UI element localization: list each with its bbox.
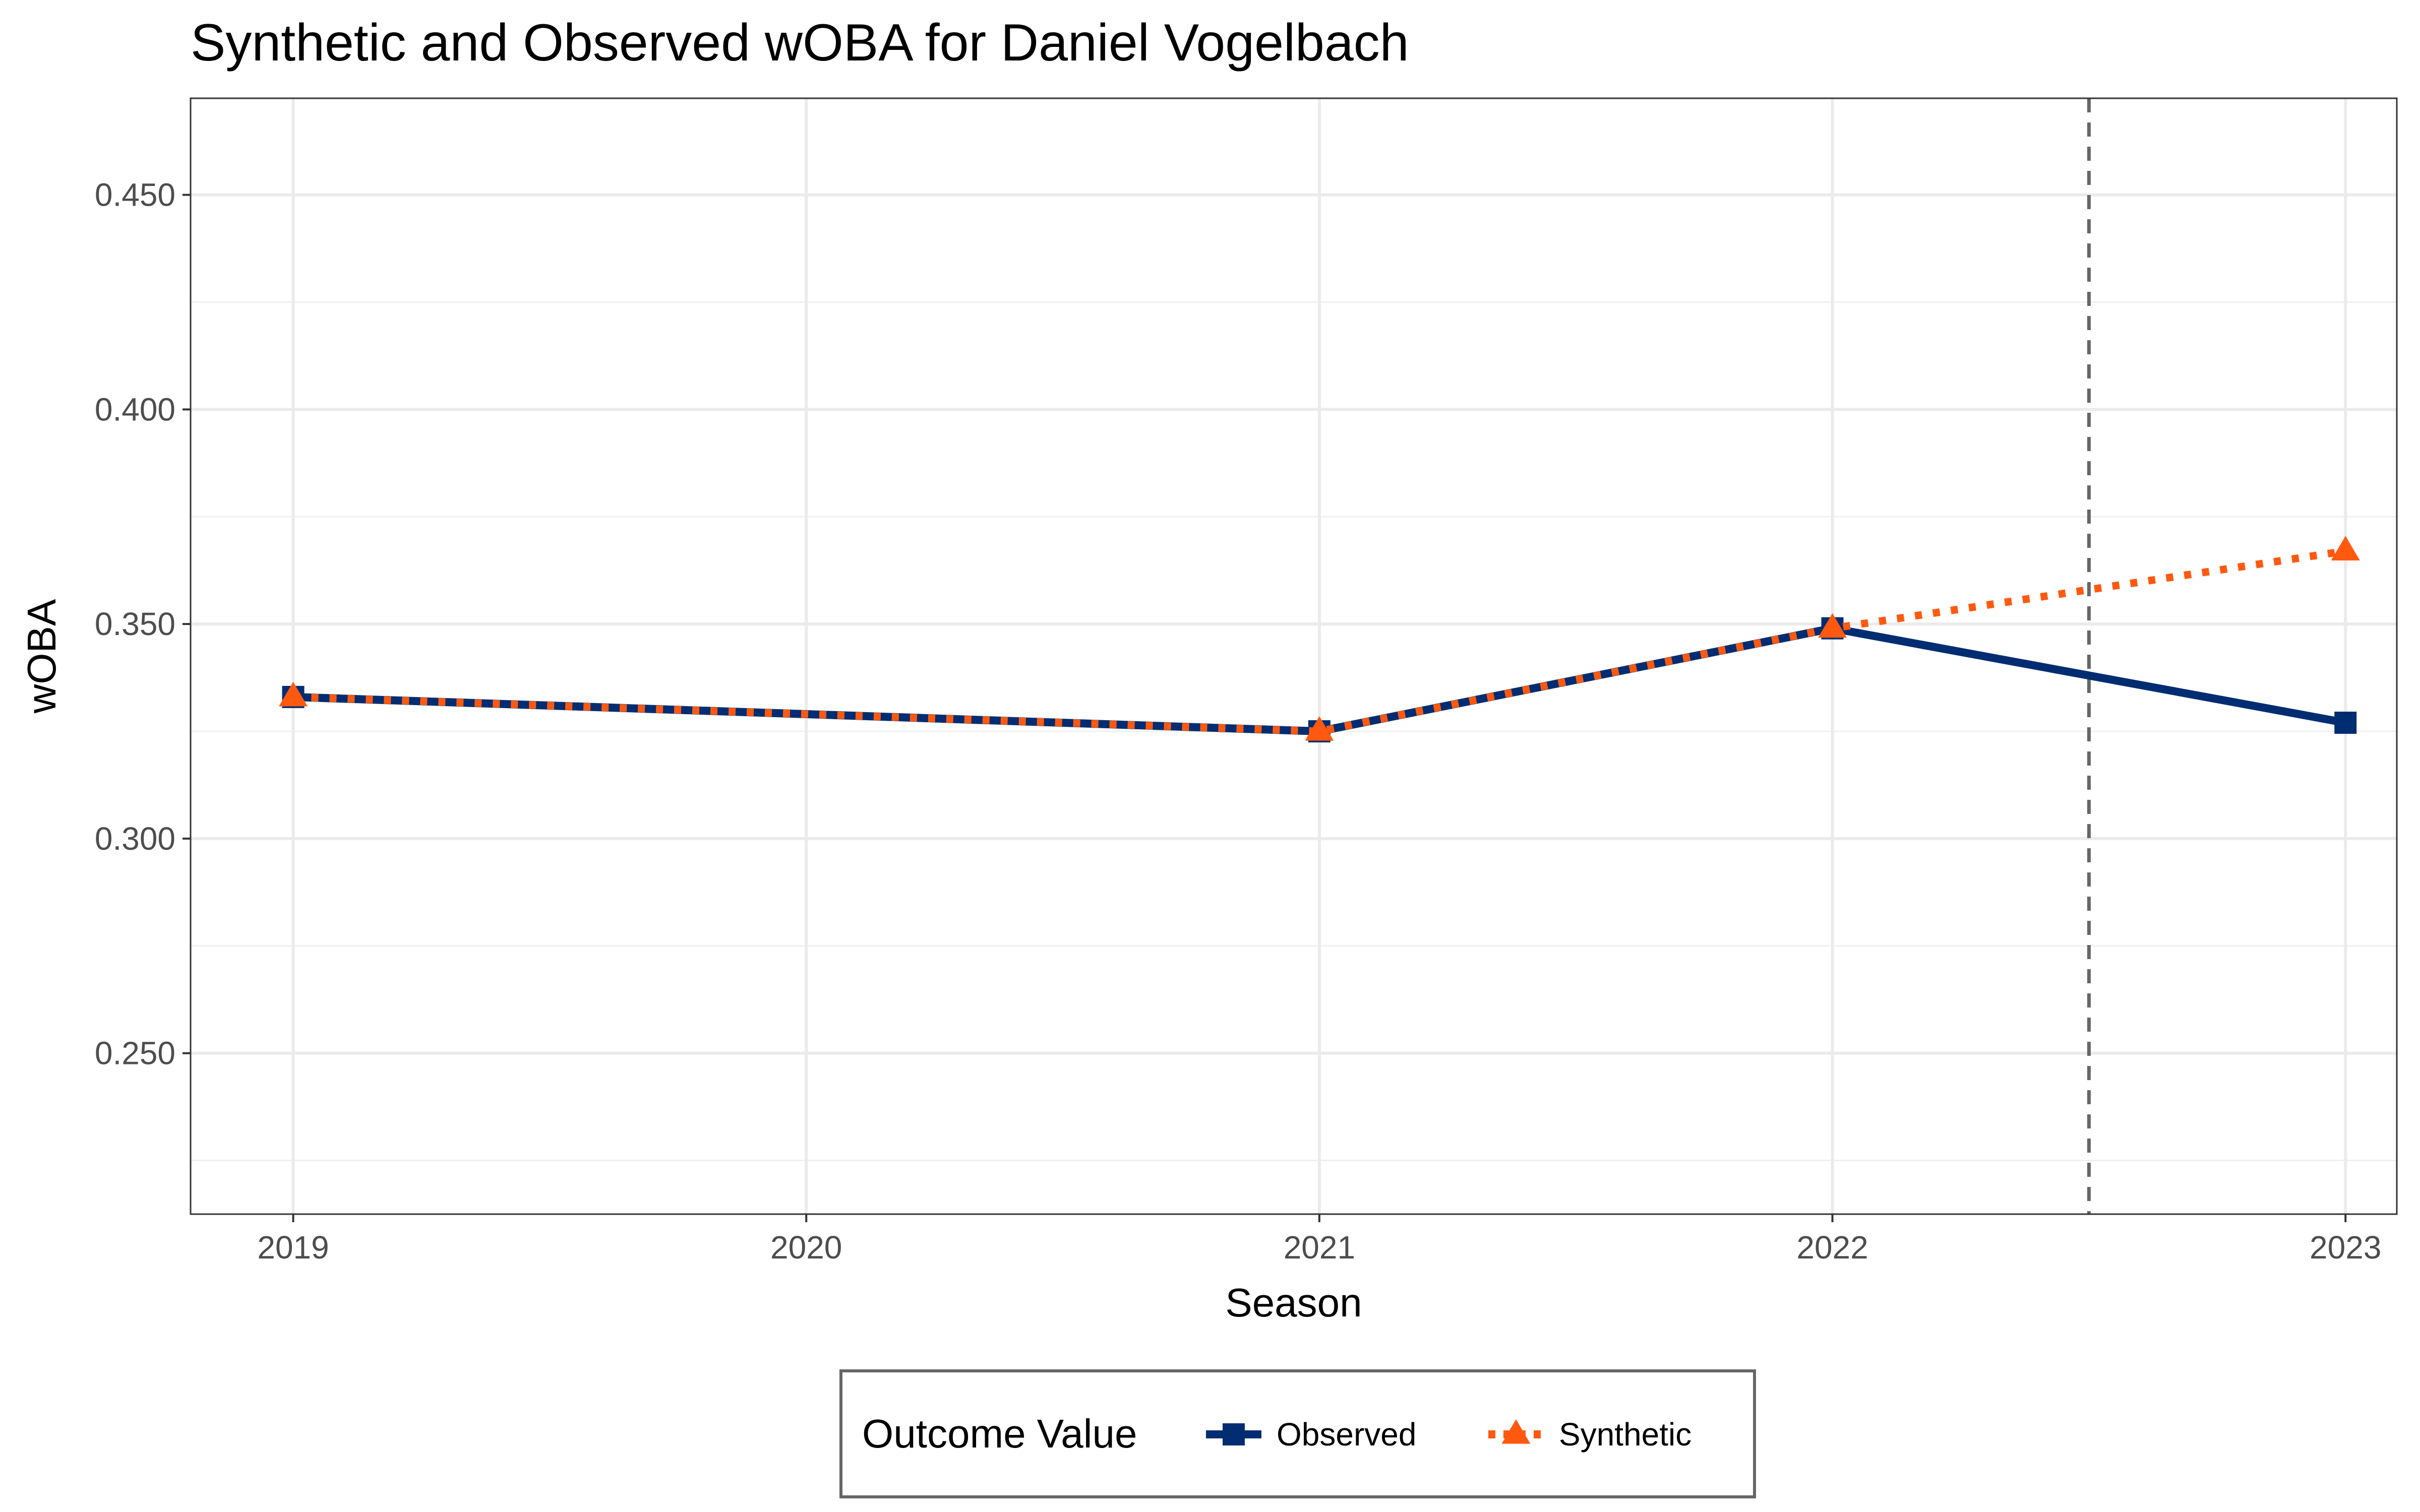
x-tick-label: 2021 (1284, 1229, 1355, 1266)
observed-point (2334, 711, 2357, 734)
chart-title: Synthetic and Observed wOBA for Daniel V… (191, 14, 1409, 72)
legend-entry-synthetic: Synthetic (1488, 1416, 1691, 1453)
series-layer (279, 536, 2360, 743)
series-synthetic (279, 536, 2360, 741)
synthetic-point (1818, 613, 1847, 638)
legend-observed-label: Observed (1277, 1416, 1416, 1453)
synthetic-point (279, 681, 308, 707)
x-axis-title: Season (1225, 1280, 1362, 1325)
legend-title: Outcome Value (862, 1411, 1137, 1456)
legend: Outcome Value Observed Synthetic (839, 1369, 1756, 1498)
legend-synthetic-label: Synthetic (1559, 1416, 1691, 1453)
panel-border (190, 97, 2398, 1215)
x-tick-label: 2023 (2310, 1229, 2381, 1266)
grid-layer (191, 98, 2397, 1214)
legend-box (839, 1369, 1756, 1498)
x-tick-label: 2019 (257, 1229, 329, 1266)
axis-layer: 0.250 0.300 0.350 0.400 0.450 2019 2020 2021 202… (95, 177, 2382, 1266)
legend-synthetic-marker (1501, 1419, 1531, 1444)
y-tick-label: 0.300 (95, 821, 175, 857)
legend-entry-observed: Observed (1206, 1416, 1416, 1453)
synthetic-line (293, 547, 2346, 735)
y-tick-label: 0.350 (95, 606, 175, 642)
synthetic-point (1305, 716, 1334, 741)
y-axis-title: wOBA (19, 599, 64, 714)
y-tick-label: 0.400 (95, 391, 175, 427)
x-tick-label: 2022 (1796, 1229, 1868, 1266)
y-tick-label: 0.250 (95, 1035, 175, 1072)
y-tick-label: 0.450 (95, 177, 175, 213)
synthetic-point (2331, 536, 2360, 560)
x-tick-label: 2020 (770, 1229, 842, 1266)
legend-observed-marker (1223, 1423, 1245, 1445)
